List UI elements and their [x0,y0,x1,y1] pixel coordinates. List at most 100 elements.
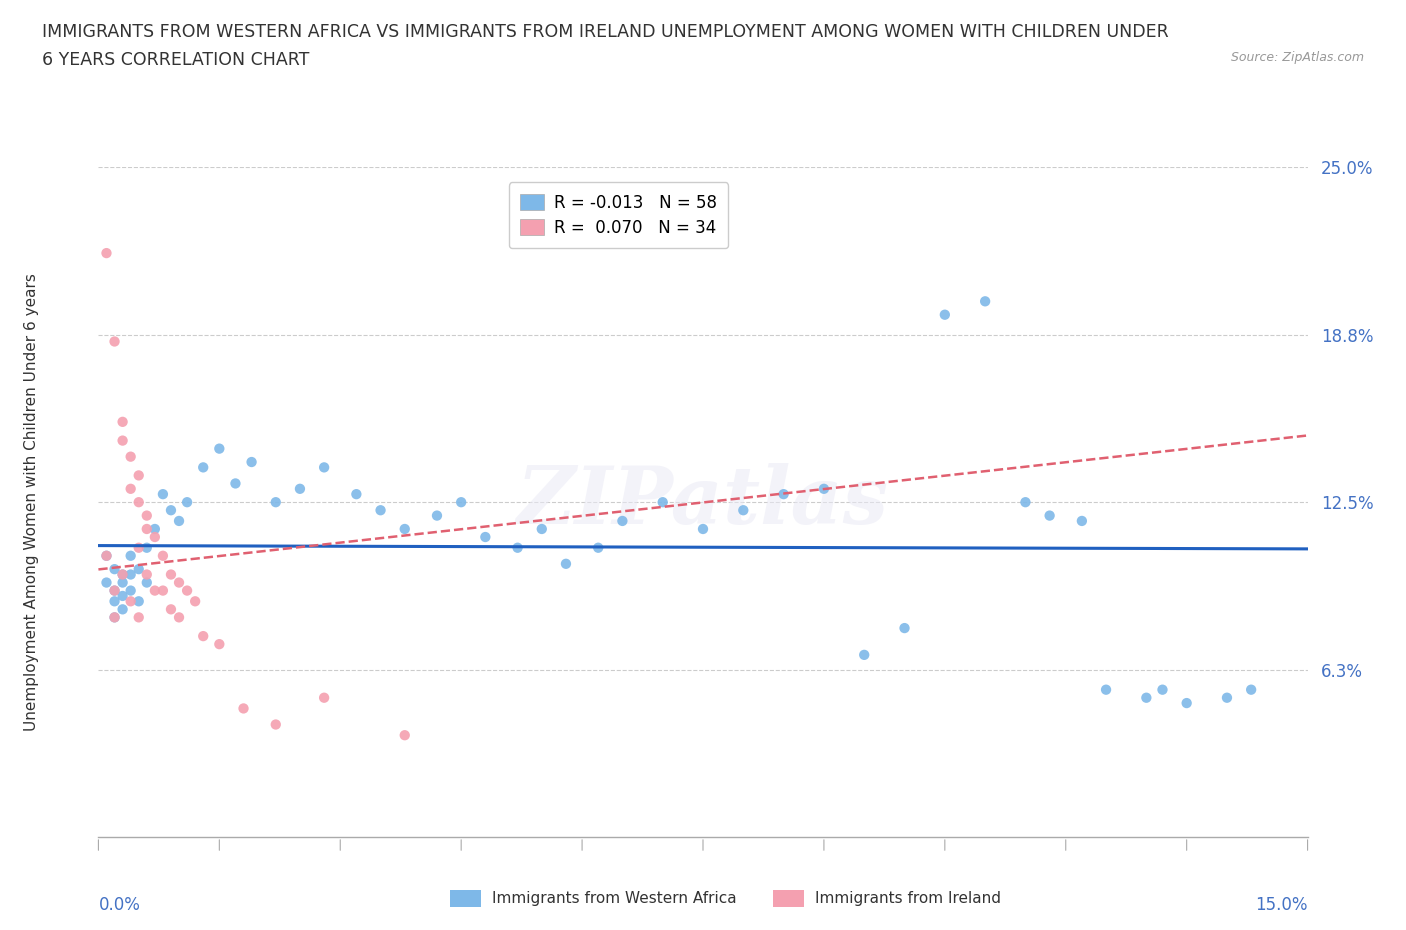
Point [1095,683,1118,698]
Point [612,513,634,528]
Point [474,529,496,544]
Point [370,503,392,518]
Point [152,549,174,564]
Point [96,575,118,590]
Point [128,610,150,625]
Point [974,294,997,309]
Point [160,503,183,518]
Point [208,441,231,456]
Point [120,449,142,464]
Point [111,589,134,604]
Text: 0.0%: 0.0% [98,896,141,914]
Point [111,602,134,617]
Point [103,594,125,609]
Point [586,540,609,555]
Point [128,495,150,510]
Legend: R = -0.013   N = 58, R =  0.070   N = 34: R = -0.013 N = 58, R = 0.070 N = 34 [509,182,728,248]
Point [208,637,231,652]
Point [143,529,166,544]
Point [96,246,118,260]
Text: Unemployment Among Women with Children Under 6 years: Unemployment Among Women with Children U… [24,273,39,731]
Text: Source: ZipAtlas.com: Source: ZipAtlas.com [1230,51,1364,64]
Point [692,522,714,537]
Point [264,495,287,510]
Point [128,594,150,609]
Point [1135,690,1157,705]
Point [103,610,125,625]
Point [176,583,198,598]
Point [152,486,174,501]
Point [1240,683,1263,698]
Point [530,522,553,537]
Point [934,307,956,322]
Point [167,513,190,528]
Point [1070,513,1092,528]
Point [772,486,794,501]
Point [111,567,134,582]
Point [143,583,166,598]
Point [135,540,157,555]
Point [1014,495,1036,510]
Point [167,610,190,625]
Point [120,482,142,497]
Text: Immigrants from Ireland: Immigrants from Ireland [815,891,1001,906]
Point [344,486,367,501]
Text: ZIPatlas: ZIPatlas [517,463,889,541]
Point [394,522,416,537]
Point [135,567,157,582]
Point [103,334,125,349]
Point [314,690,336,705]
Point [96,549,118,564]
Point [1175,696,1198,711]
Point [264,717,287,732]
Point [111,575,134,590]
Point [651,495,673,510]
Point [120,583,142,598]
Point [111,567,134,582]
Point [103,583,125,598]
Point [1216,690,1239,705]
Point [103,610,125,625]
Point [184,594,207,609]
Point [111,415,134,430]
Point [143,522,166,537]
Text: 6 YEARS CORRELATION CHART: 6 YEARS CORRELATION CHART [42,51,309,69]
Point [506,540,529,555]
Point [167,575,190,590]
Point [193,460,215,475]
Point [160,567,183,582]
Point [733,503,755,518]
Point [240,455,263,470]
Point [893,620,915,635]
Point [232,701,254,716]
Point [450,495,472,510]
Point [135,522,157,537]
Point [120,567,142,582]
Point [120,549,142,564]
Point [426,508,449,523]
Point [96,549,118,564]
Point [120,594,142,609]
Text: IMMIGRANTS FROM WESTERN AFRICA VS IMMIGRANTS FROM IRELAND UNEMPLOYMENT AMONG WOM: IMMIGRANTS FROM WESTERN AFRICA VS IMMIGR… [42,23,1168,41]
Point [152,583,174,598]
Point [555,556,578,571]
Point [853,647,876,662]
Point [176,495,198,510]
Point [224,476,246,491]
Point [314,460,336,475]
Point [394,728,416,743]
Point [813,482,835,497]
Point [160,602,183,617]
Point [135,575,157,590]
Point [128,468,150,483]
Point [128,562,150,577]
Point [288,482,311,497]
Point [1152,683,1174,698]
Point [193,629,215,644]
Point [103,583,125,598]
Point [103,562,125,577]
Point [111,433,134,448]
Text: Immigrants from Western Africa: Immigrants from Western Africa [492,891,737,906]
Point [135,508,157,523]
Point [128,540,150,555]
